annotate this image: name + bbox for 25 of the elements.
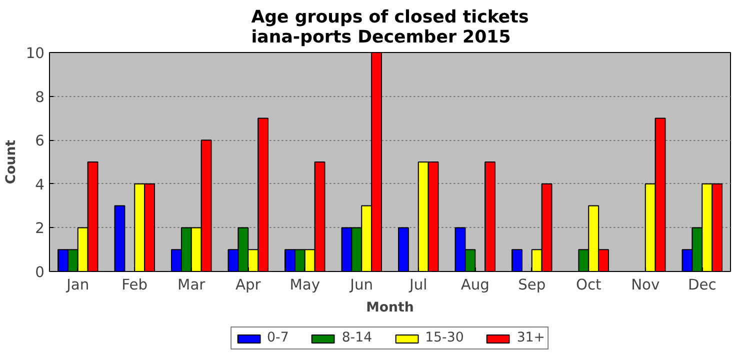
x-tick-label: May bbox=[290, 276, 320, 294]
y-tick-label: 10 bbox=[26, 45, 45, 62]
y-axis-title: Count bbox=[4, 139, 19, 184]
y-tick-label: 6 bbox=[35, 132, 45, 150]
y-tick-label: 8 bbox=[35, 88, 45, 106]
chart-title: Age groups of closed tickets iana-ports December 2015 bbox=[251, 8, 529, 48]
x-tick-label: Mar bbox=[178, 276, 206, 294]
x-tick-label: Jan bbox=[66, 276, 90, 294]
x-tick-label: Apr bbox=[235, 276, 262, 294]
x-tick-label: Nov bbox=[631, 276, 660, 294]
x-axis-title: Month bbox=[366, 300, 414, 316]
x-tick-label: Oct bbox=[576, 276, 602, 294]
legend-label: 15-30 bbox=[425, 330, 464, 346]
x-tick-label: Jun bbox=[349, 276, 374, 294]
legend-label: 8-14 bbox=[342, 330, 372, 346]
y-tick-label: 4 bbox=[35, 176, 45, 194]
x-tick-label: Dec bbox=[688, 276, 716, 294]
x-tick-label: Feb bbox=[122, 276, 148, 294]
legend-label: 31+ bbox=[516, 330, 545, 346]
y-tick-label: 2 bbox=[35, 220, 45, 238]
x-tick-label: Jul bbox=[408, 276, 428, 294]
legend-label: 0-7 bbox=[267, 330, 289, 346]
y-tick-label: 0 bbox=[35, 264, 45, 281]
x-tick-label: Sep bbox=[518, 276, 546, 294]
x-tick-label: Aug bbox=[460, 276, 490, 294]
